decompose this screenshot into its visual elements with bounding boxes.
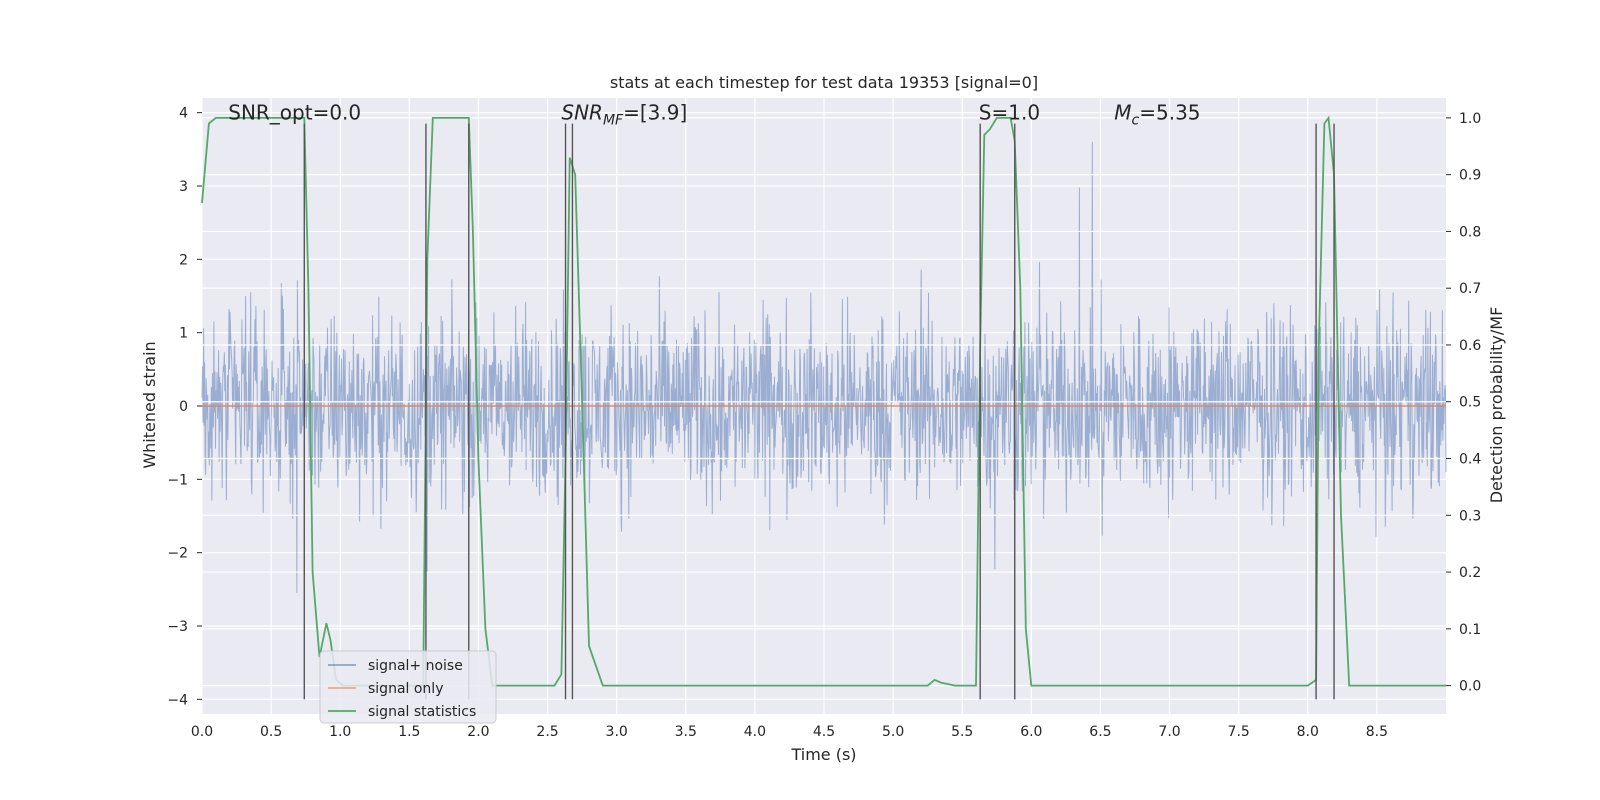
y-right-tick-label: 0.2 (1459, 565, 1481, 581)
y-axis-label: Whitened strain (140, 341, 159, 468)
y-right-tick-label: 0.6 (1459, 338, 1481, 354)
x-tick-label: 2.5 (536, 724, 558, 740)
annotation: Mc=5.35 (1114, 101, 1200, 129)
y-right-tick-label: 0.0 (1459, 679, 1481, 695)
x-tick-label: 7.0 (1158, 724, 1180, 740)
y-tick-label: 3 (179, 179, 188, 195)
legend-label: signal+ noise (368, 658, 463, 674)
y-tick-label: −4 (167, 692, 188, 708)
annotation: S=1.0 (979, 101, 1040, 125)
x-tick-label: 4.5 (813, 724, 835, 740)
series-line-signal-noise (201, 141, 1447, 594)
x-tick-label: 5.5 (951, 724, 973, 740)
legend-label: signal statistics (368, 704, 476, 720)
y-right-tick-label: 0.7 (1459, 281, 1481, 297)
x-tick-label: 5.0 (882, 724, 904, 740)
x-tick-label: 7.5 (1228, 724, 1250, 740)
chart-title: stats at each timestep for test data 193… (610, 73, 1038, 92)
y-tick-label: −2 (167, 546, 188, 562)
annotation: SNRMF=[3.9] (561, 101, 687, 129)
y-tick-label: 4 (179, 106, 188, 122)
y-tick-label: −3 (167, 619, 188, 635)
y-right-tick-label: 0.9 (1459, 168, 1481, 184)
x-tick-label: 4.0 (744, 724, 766, 740)
y-right-tick-label: 0.1 (1459, 622, 1481, 638)
y-tick-label: 2 (179, 252, 188, 268)
legend-label: signal only (368, 681, 443, 697)
y-axis-label-right: Detection probability/MF (1487, 307, 1506, 504)
legend: signal+ noise signal only signal statistic… (319, 650, 497, 724)
x-tick-label: 2.0 (467, 724, 489, 740)
x-tick-label: 6.5 (1089, 724, 1111, 740)
x-axis-label: Time (s) (790, 745, 856, 764)
x-tick-label: 3.5 (675, 724, 697, 740)
y-right-tick-label: 0.3 (1459, 508, 1481, 524)
x-tick-label: 6.0 (1020, 724, 1042, 740)
y-right-tick-label: 0.8 (1459, 224, 1481, 240)
legend-box (319, 650, 497, 724)
y-right-tick-label: 0.4 (1459, 452, 1481, 468)
x-tick-label: 1.5 (398, 724, 420, 740)
x-tick-label: 8.5 (1366, 724, 1388, 740)
y-tick-label: 1 (179, 326, 188, 342)
y-right-tick-label: 0.5 (1459, 395, 1481, 411)
y-tick-label: −1 (167, 472, 188, 488)
x-tick-label: 3.0 (606, 724, 628, 740)
y-tick-label: 0 (179, 399, 188, 415)
x-tick-label: 0.5 (260, 724, 282, 740)
x-tick-label: 8.0 (1297, 724, 1319, 740)
x-tick-label: 1.0 (329, 724, 351, 740)
x-tick-label: 0.0 (191, 724, 213, 740)
annotation: SNR_opt=0.0 (228, 101, 361, 125)
y-right-tick-label: 1.0 (1459, 111, 1481, 127)
